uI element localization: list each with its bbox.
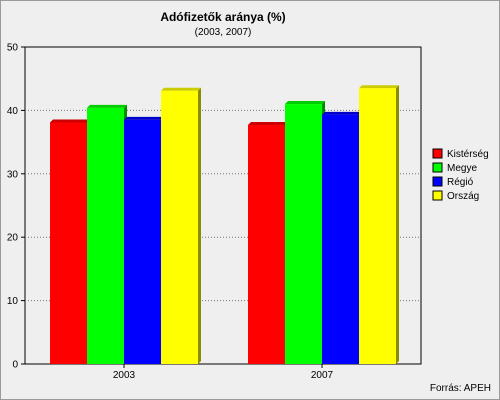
y-tick-label: 50 bbox=[7, 43, 19, 54]
bar bbox=[124, 119, 161, 364]
y-tick-label: 10 bbox=[7, 296, 19, 307]
bar-top bbox=[124, 116, 164, 120]
bar-Ország-2003 bbox=[161, 87, 201, 364]
legend-label: Régió bbox=[447, 177, 474, 188]
chart-subtitle: (2003, 2007) bbox=[195, 27, 252, 38]
legend-swatch bbox=[432, 176, 443, 187]
bar bbox=[322, 114, 359, 364]
bar-side bbox=[198, 87, 201, 364]
y-tick-label: 40 bbox=[7, 106, 19, 117]
bar-top bbox=[87, 104, 127, 108]
legend-swatch bbox=[432, 148, 443, 159]
y-tick-label: 30 bbox=[7, 169, 19, 180]
x-tick-label: 2007 bbox=[311, 370, 334, 381]
bar bbox=[285, 104, 322, 364]
bar-Kistérség-2003 bbox=[50, 119, 90, 364]
legend-swatch bbox=[432, 190, 443, 201]
bar-top bbox=[161, 87, 201, 91]
bar-top bbox=[359, 85, 399, 89]
bar bbox=[87, 107, 124, 364]
x-axis-ticks: 2003 2007 bbox=[113, 364, 334, 381]
bars bbox=[50, 85, 399, 365]
y-tick-label: 20 bbox=[7, 233, 19, 244]
legend-label: Megye bbox=[447, 163, 477, 174]
legend-swatch bbox=[432, 162, 443, 173]
chart-title: Adófizetők aránya (%) bbox=[160, 10, 285, 24]
bar-Megye-2007 bbox=[285, 101, 325, 364]
bar-Kistérség-2007 bbox=[248, 121, 288, 365]
bar-Régió-2003 bbox=[124, 116, 164, 364]
bar bbox=[248, 124, 285, 365]
bar-Megye-2003 bbox=[87, 104, 127, 364]
bar-Ország-2007 bbox=[359, 85, 399, 365]
bar-side bbox=[396, 85, 399, 365]
bar bbox=[50, 122, 87, 364]
legend: Kistérség Megye Régió Ország bbox=[432, 148, 489, 202]
legend-label: Ország bbox=[447, 191, 479, 202]
y-axis-ticks: 0 10 20 30 40 50 bbox=[7, 43, 25, 371]
bar-top bbox=[322, 111, 362, 115]
bar-top bbox=[285, 101, 325, 105]
bar-Régió-2007 bbox=[322, 111, 362, 364]
bar-top bbox=[248, 121, 288, 125]
bar bbox=[161, 90, 198, 364]
source-note: Forrás: APEH bbox=[430, 383, 491, 394]
y-tick-label: 0 bbox=[12, 360, 18, 371]
x-tick-label: 2003 bbox=[113, 370, 136, 381]
bar bbox=[359, 88, 396, 365]
bar-top bbox=[50, 119, 90, 123]
legend-label: Kistérség bbox=[447, 149, 489, 160]
